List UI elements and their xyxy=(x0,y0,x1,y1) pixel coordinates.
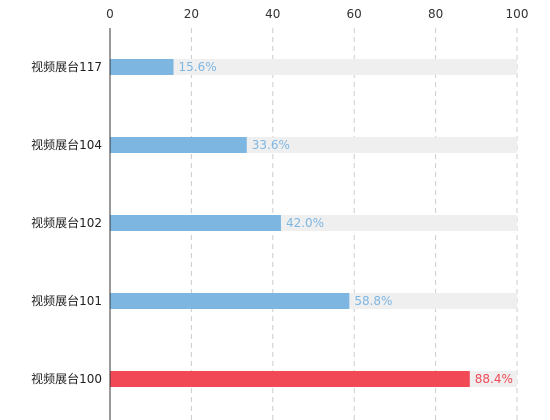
category-label-2: 视频展台102 xyxy=(31,215,102,230)
x-tick-label-0: 0 xyxy=(106,7,114,21)
bar-1[interactable] xyxy=(110,137,247,153)
category-label-0: 视频展台117 xyxy=(31,59,102,74)
x-tick-label-100: 100 xyxy=(506,7,529,21)
category-labels: 视频展台117 视频展台104 视频展台102 视频展台101 视频展台100 xyxy=(31,59,102,386)
category-label-4: 视频展台100 xyxy=(31,371,102,386)
value-label-0: 15.6% xyxy=(178,60,216,74)
value-label-1: 33.6% xyxy=(252,138,290,152)
bar-2[interactable] xyxy=(110,215,281,231)
value-labels: 15.6% 33.6% 42.0% 58.8% 88.4% xyxy=(178,60,512,386)
category-label-3: 视频展台101 xyxy=(31,293,102,308)
x-tick-label-20: 20 xyxy=(184,7,199,21)
category-label-1: 视频展台104 xyxy=(31,137,102,152)
bar-3[interactable] xyxy=(110,293,350,309)
value-label-3: 58.8% xyxy=(354,294,392,308)
bar-0[interactable] xyxy=(110,59,174,75)
value-label-4: 88.4% xyxy=(475,372,513,386)
bar-track-0 xyxy=(110,59,517,75)
value-label-2: 42.0% xyxy=(286,216,324,230)
grid-lines xyxy=(190,28,518,420)
bars xyxy=(110,59,470,387)
x-tick-label-80: 80 xyxy=(428,7,443,21)
x-tick-label-60: 60 xyxy=(347,7,362,21)
bar-4[interactable] xyxy=(110,371,470,387)
x-tick-label-40: 40 xyxy=(265,7,280,21)
x-axis-ticks: 0 20 40 60 80 100 xyxy=(106,7,528,21)
